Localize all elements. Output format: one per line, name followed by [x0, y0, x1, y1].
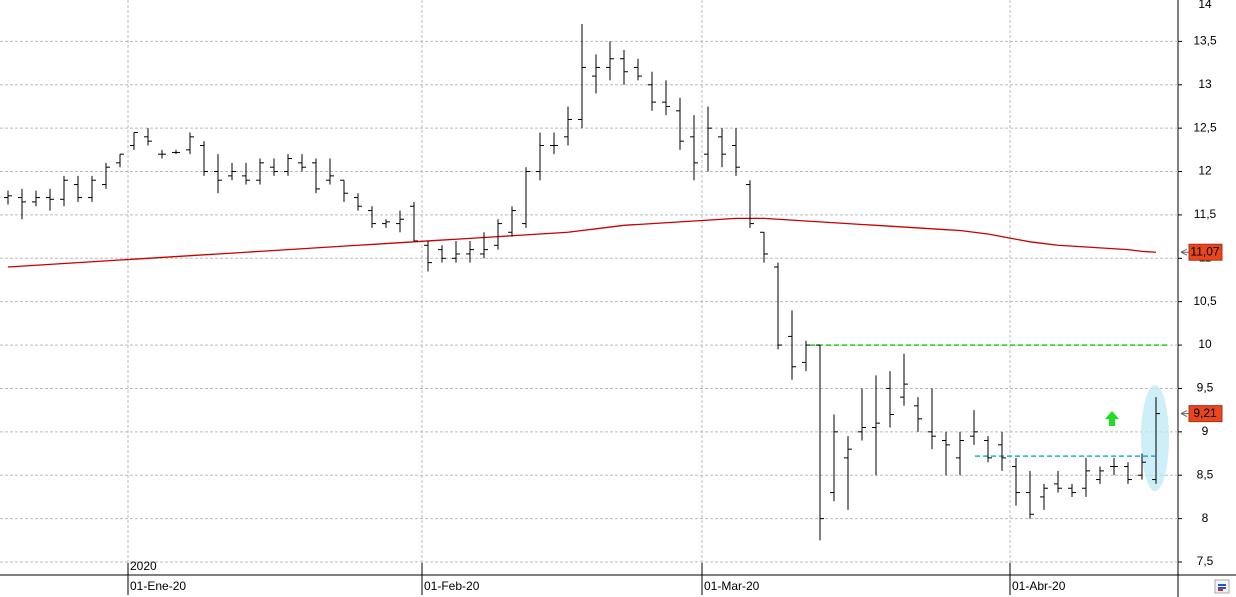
y-tick-label: 9,5 [1197, 381, 1214, 395]
price-tag-box [1188, 243, 1223, 261]
price-tag-pointer [1180, 248, 1189, 256]
y-tick-label: 10,5 [1193, 294, 1217, 308]
up-arrow [1105, 411, 1119, 426]
y-tick-label: 7,5 [1197, 554, 1214, 568]
moving-average-line [7, 217, 1157, 268]
x-tick-label: 01-Abr-20 [1012, 579, 1066, 593]
grid [0, 0, 1178, 575]
y-tick-label: 13 [1198, 77, 1212, 91]
y-tick-label: 13,5 [1193, 34, 1217, 48]
highlight-ellipse [1141, 385, 1169, 491]
y-tick-label: 8,5 [1197, 467, 1214, 481]
price-tag-label: 9,21 [1193, 406, 1217, 420]
price-tag-pointer [1180, 410, 1189, 418]
y-tick-label: 10 [1198, 337, 1212, 351]
y-tick-label: 12 [1198, 164, 1212, 178]
price-tag-label: 11,07 [1190, 244, 1219, 258]
y-tick-label: 12,5 [1193, 120, 1217, 134]
corner-icon [1214, 579, 1230, 594]
price-tag-box [1188, 405, 1223, 423]
x-tick-label: 01-Feb-20 [424, 579, 480, 593]
y-tick-label: 8 [1202, 511, 1209, 525]
year-label: 2020 [130, 559, 157, 573]
y-tick-label: 9 [1202, 424, 1209, 438]
y-tick-label: 14 [1198, 0, 1212, 11]
y-tick-label: 11,5 [1194, 207, 1217, 221]
x-tick-label: 01-Mar-20 [704, 579, 760, 593]
x-tick-label: 01-Ene-20 [130, 579, 186, 593]
